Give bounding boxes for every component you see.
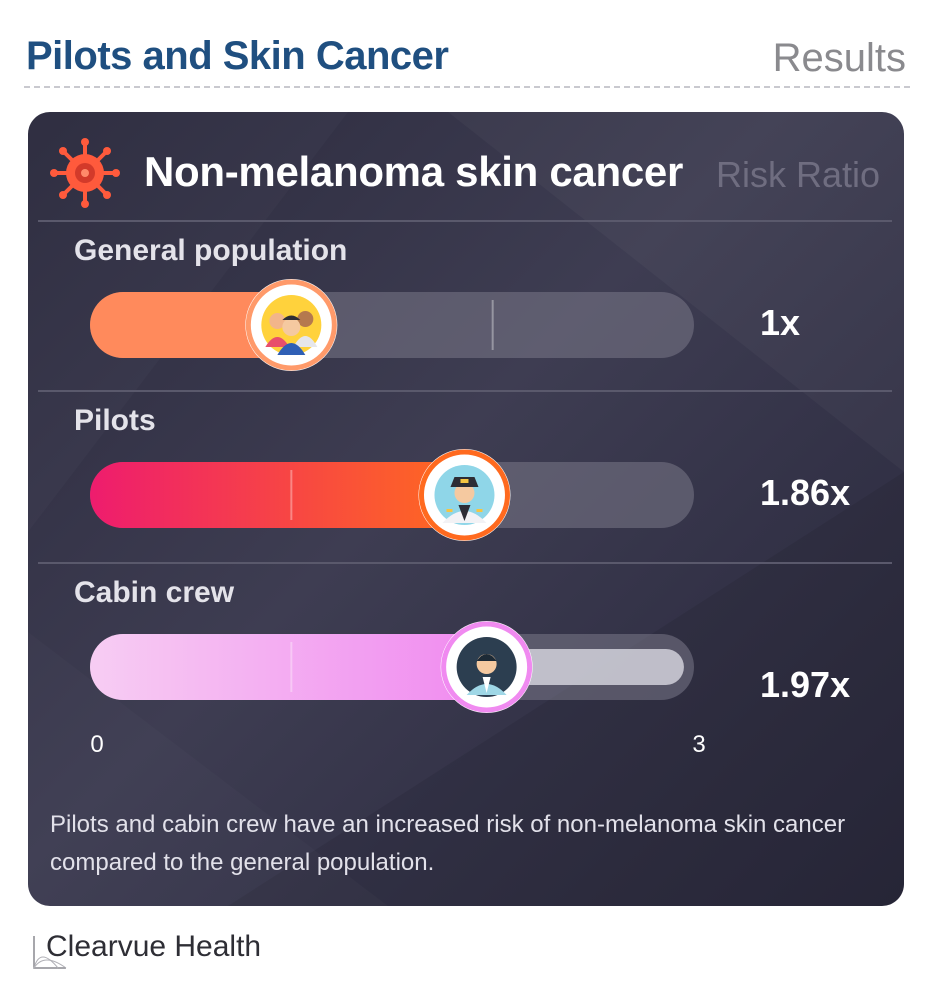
page-header: Pilots and Skin Cancer Results: [24, 24, 910, 88]
brand-logo: Clearvue Health: [30, 928, 330, 972]
value-label-cabin-crew: 1.97x: [760, 664, 851, 705]
metric-label: Risk Ratio: [715, 154, 880, 195]
category-label-cabin-crew: Cabin crew: [74, 576, 235, 609]
value-label-general-population: 1x: [760, 302, 801, 343]
people-group-icon: [261, 295, 322, 355]
marker-border-pilots: [418, 449, 510, 541]
axis-tick-max: 3: [692, 731, 705, 758]
footnote: Pilots and cabin crew have an increased …: [50, 811, 846, 876]
axis-tick-min: 0: [90, 731, 103, 758]
bar-pilots: [90, 462, 465, 528]
bar-cabin-crew: [90, 634, 487, 700]
category-label-pilots: Pilots: [74, 404, 156, 437]
pilot-icon: [434, 465, 495, 525]
card-header: Non-melanoma skin cancer Risk Ratio: [28, 112, 904, 220]
marker-border-cabin-crew: [441, 621, 533, 713]
bar-general-population: [90, 292, 292, 358]
value-label-pilots: 1.86x: [760, 472, 851, 513]
clearvue-logo-icon: [33, 936, 67, 969]
section-label: Results: [772, 36, 906, 80]
divider: [38, 390, 892, 392]
marker-border-general-population: [245, 279, 337, 371]
risk-card: Non-melanoma skin cancer Risk Ratio Gene…: [28, 112, 904, 906]
cabin-crew-icon: [456, 637, 517, 697]
card-title: Non-melanoma skin cancer: [144, 148, 683, 195]
page-title: Pilots and Skin Cancer: [26, 34, 449, 78]
virus-icon: [50, 138, 120, 208]
divider: [38, 562, 892, 564]
divider: [38, 220, 892, 222]
brand-name: Clearvue Health: [46, 930, 262, 963]
category-label-general-population: General population: [74, 234, 348, 267]
